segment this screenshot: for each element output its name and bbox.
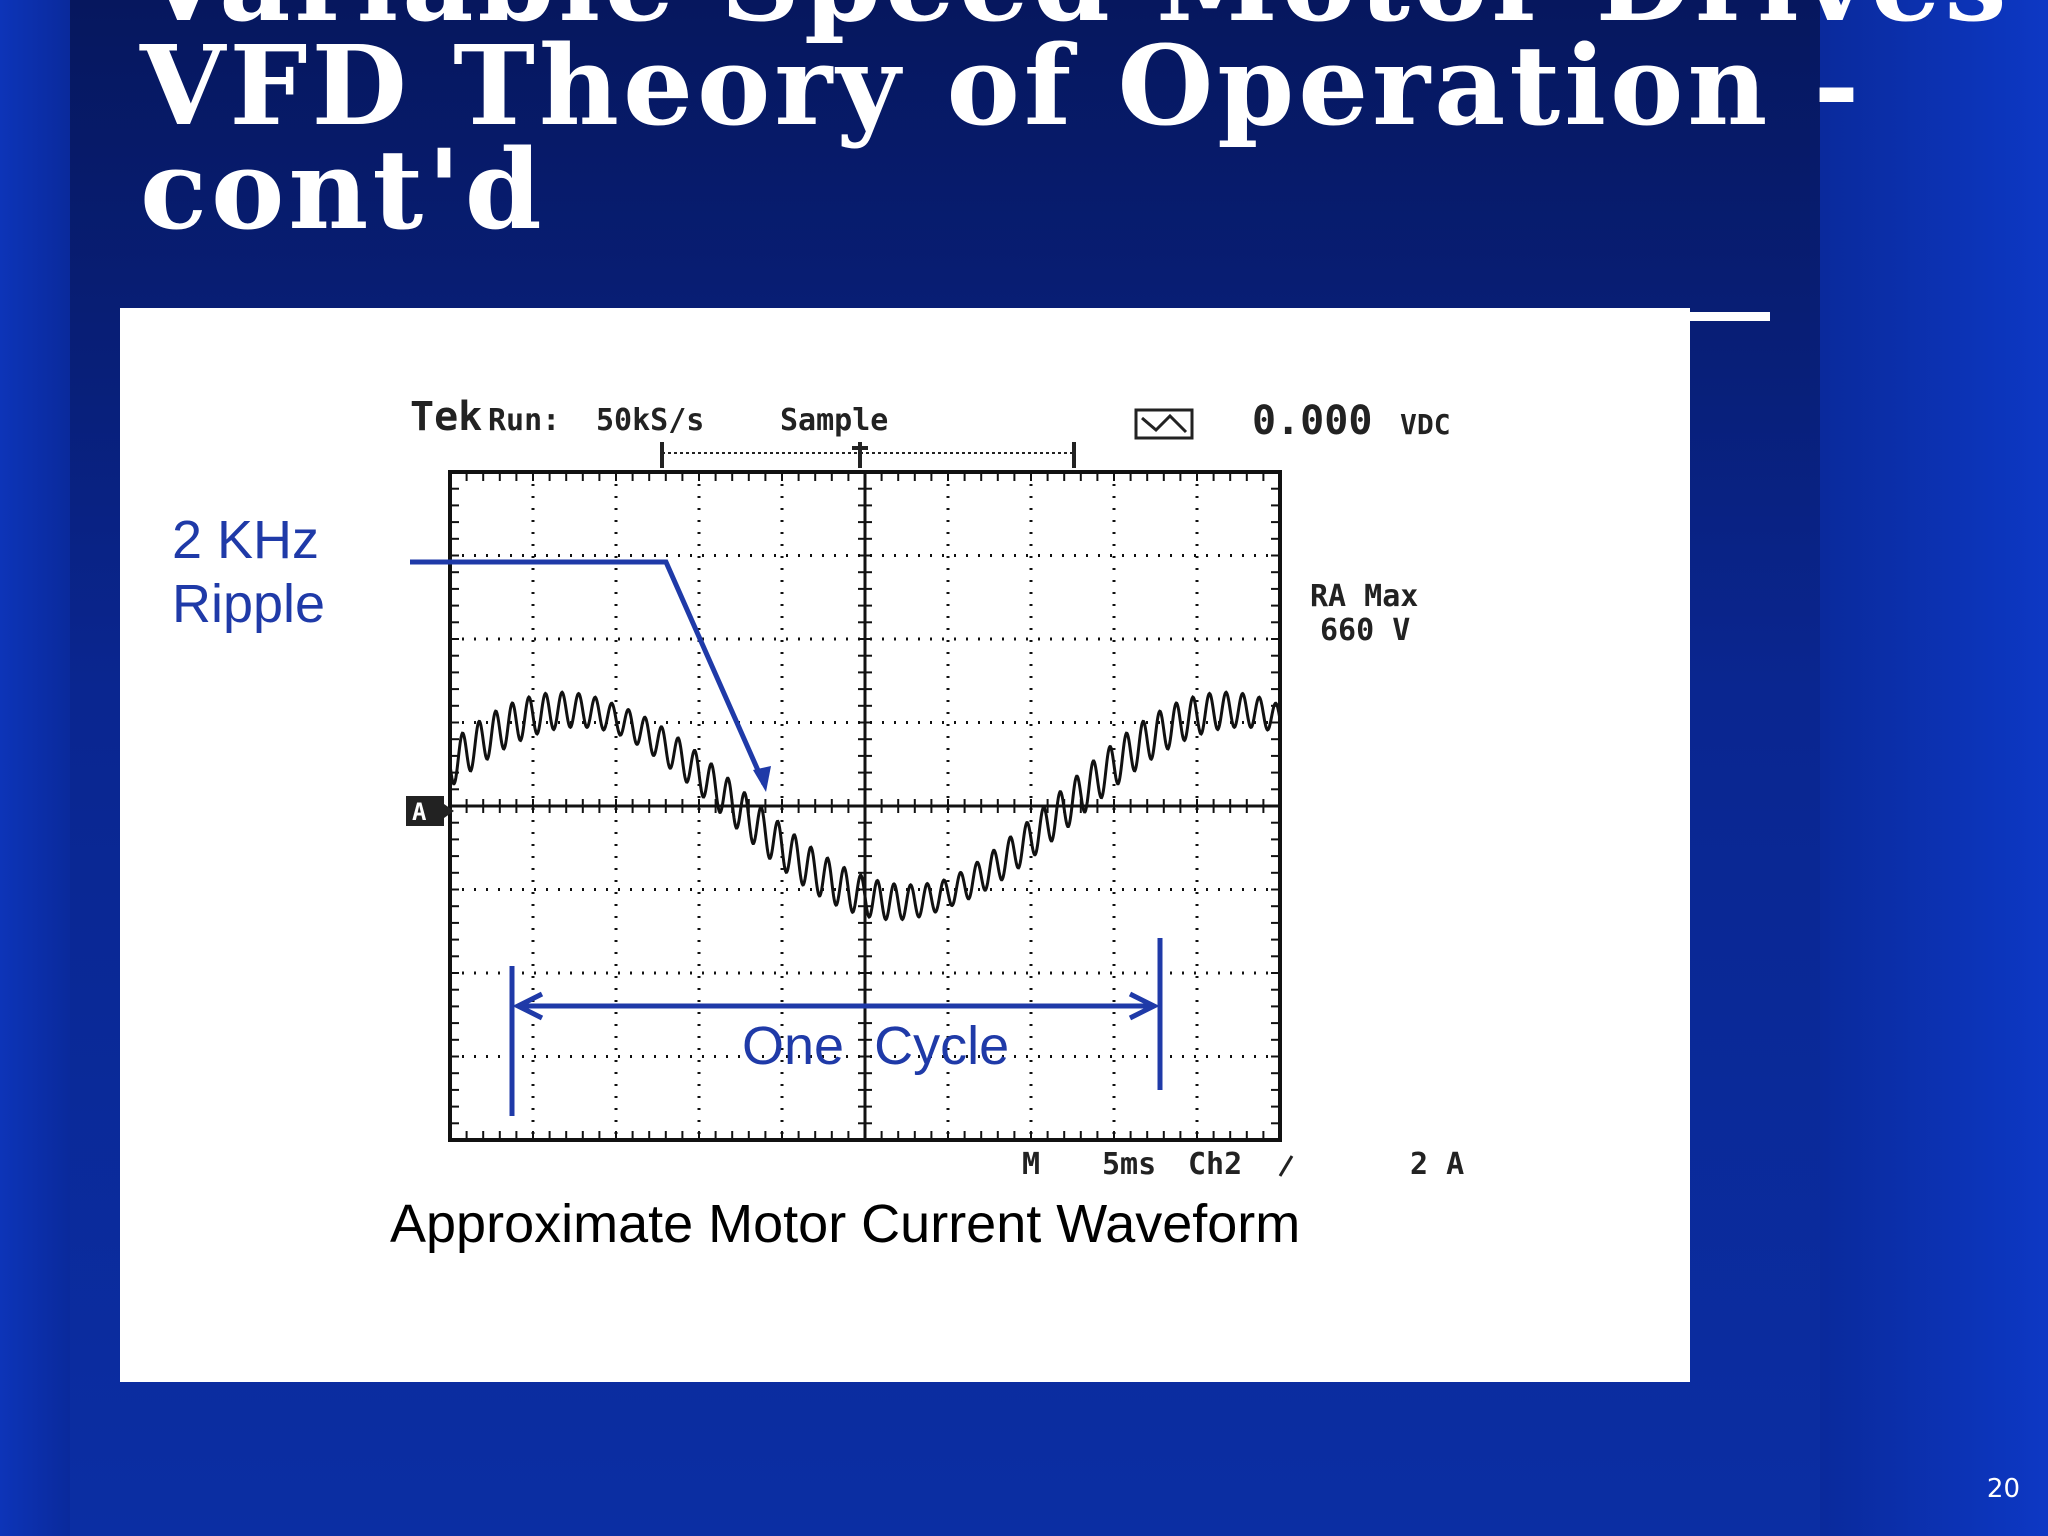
channel-marker: A <box>406 796 454 826</box>
footer-trigger: Ch2 <box>1188 1147 1242 1182</box>
scope-brand: Tek <box>410 394 482 440</box>
readout-line-2: 660 V <box>1320 613 1410 648</box>
page-number: 20 <box>1986 1474 2020 1504</box>
scope-reading: 0.000 <box>1252 398 1372 444</box>
ripple-pointer <box>410 559 771 792</box>
image-panel: Tek Run: 50kS/s Sample 0.000 VDC A RA Ma… <box>120 308 1690 1382</box>
figure-caption: Approximate Motor Current Waveform <box>390 1194 1301 1254</box>
trigger-slope-icon <box>1278 1155 1294 1177</box>
readout-line-1: RA Max <box>1310 579 1418 614</box>
footer-timebase: 5ms <box>1102 1147 1156 1182</box>
current-trace <box>448 690 1282 922</box>
title-line-2: VFD Theory of Operation - <box>140 21 1864 150</box>
slide-left-edge <box>0 0 70 1536</box>
scope-mode: Sample <box>780 403 888 438</box>
scope-sample-rate: 50kS/s <box>596 403 704 438</box>
trigger-bracket <box>660 442 1076 468</box>
channel-marker-label: A <box>412 798 427 826</box>
slide-right-edge <box>1820 0 2048 1536</box>
slide-title: Variable Speed Motor Drives VFD Theory o… <box>140 0 2007 254</box>
footer-m: M <box>1022 1147 1040 1182</box>
one-cycle-marker <box>509 938 1163 1116</box>
current-trace-line <box>448 690 1282 922</box>
scope-waveform-icon <box>1134 408 1194 440</box>
title-line-1: Variable Speed Motor Drives <box>140 0 2007 37</box>
ripple-annotation: 2 KHz Ripple <box>172 508 325 636</box>
scope-reading-unit: VDC <box>1400 408 1451 441</box>
ripple-annotation-line-2: Ripple <box>172 574 326 634</box>
footer-scale: 2 A <box>1410 1147 1464 1182</box>
title-line-3: cont'd <box>140 125 546 254</box>
scope-run: Run: <box>488 403 560 438</box>
oscilloscope-chart: Tek Run: 50kS/s Sample 0.000 VDC A RA Ma… <box>406 394 1464 1182</box>
ripple-annotation-line-1: 2 KHz <box>172 510 320 570</box>
one-cycle-label: One Cycle <box>742 1016 1010 1076</box>
title-rule <box>1690 312 1770 321</box>
